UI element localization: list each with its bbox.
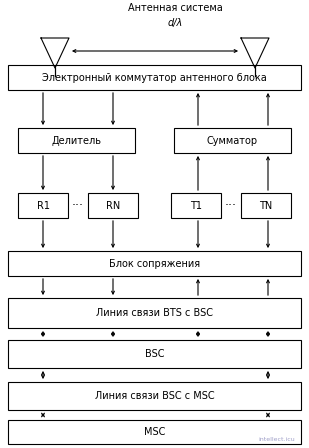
Text: MSC: MSC	[144, 427, 165, 437]
Bar	[8, 382, 301, 410]
Bar	[8, 420, 301, 444]
Text: TN: TN	[259, 201, 273, 211]
Bar	[171, 193, 221, 218]
Bar	[8, 340, 301, 368]
Bar	[18, 128, 135, 153]
Text: Антенная система: Антенная система	[128, 3, 222, 13]
Text: RN: RN	[106, 201, 120, 211]
Text: d/λ: d/λ	[167, 18, 183, 28]
Text: Делитель: Делитель	[52, 135, 101, 146]
Text: ···: ···	[72, 199, 84, 212]
Text: Линия связи BSC с MSC: Линия связи BSC с MSC	[95, 391, 214, 401]
Bar	[241, 193, 291, 218]
Text: ···: ···	[225, 199, 237, 212]
Text: T1: T1	[190, 201, 202, 211]
Bar	[8, 298, 301, 328]
Bar	[18, 193, 68, 218]
Text: Сумматор: Сумматор	[207, 135, 258, 146]
Text: R1: R1	[36, 201, 49, 211]
Text: Линия связи BTS с BSC: Линия связи BTS с BSC	[96, 308, 213, 318]
Bar	[174, 128, 291, 153]
Bar	[8, 251, 301, 276]
Text: BSC: BSC	[145, 349, 164, 359]
Text: Электронный коммутатор антенного блока: Электронный коммутатор антенного блока	[42, 73, 267, 82]
Bar	[8, 65, 301, 90]
Text: Блок сопряжения: Блок сопряжения	[109, 258, 200, 268]
Bar	[88, 193, 138, 218]
Text: intellect.icu: intellect.icu	[258, 437, 295, 442]
